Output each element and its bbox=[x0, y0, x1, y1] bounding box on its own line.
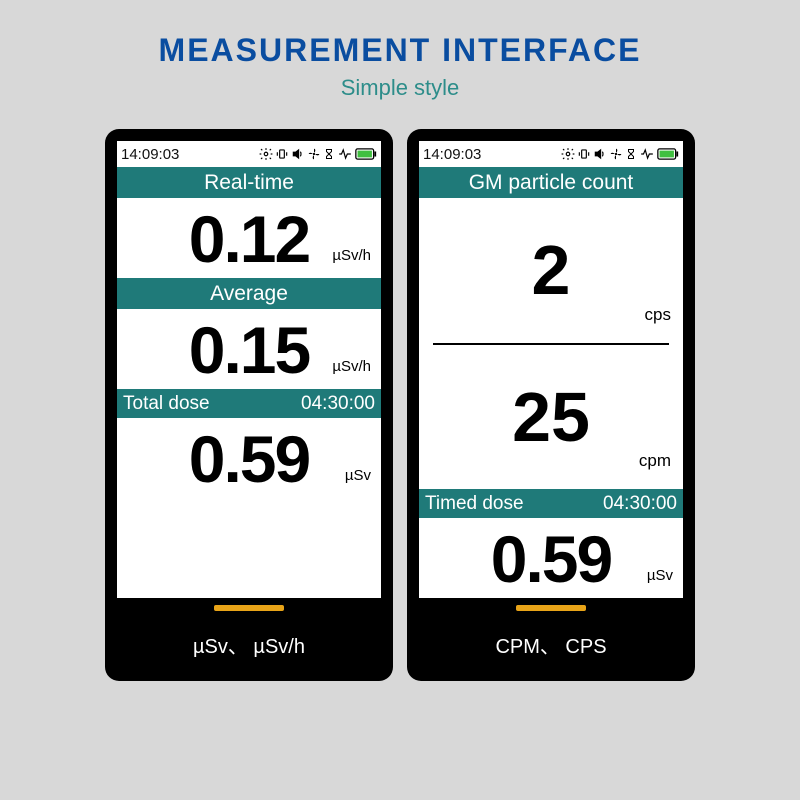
count-area: 2 cps 25 cpm bbox=[419, 198, 683, 489]
realtime-value: 0.12 bbox=[189, 206, 309, 272]
home-indicator[interactable] bbox=[516, 605, 586, 611]
home-bar bbox=[117, 604, 381, 612]
device-right: 14:09:03 GM particle count 2 cps bbox=[407, 129, 695, 681]
brightness-icon bbox=[561, 147, 575, 161]
totaldose-value-row: 0.59 µSv bbox=[117, 418, 381, 498]
timeddose-label: Timed dose bbox=[425, 493, 524, 515]
vibrate-icon bbox=[577, 147, 591, 161]
battery-icon bbox=[657, 148, 679, 160]
status-icons bbox=[259, 147, 377, 161]
home-indicator[interactable] bbox=[214, 605, 284, 611]
totaldose-unit: µSv bbox=[345, 467, 371, 484]
clock-text: 14:09:03 bbox=[121, 146, 179, 163]
totaldose-band: Total dose 04:30:00 bbox=[117, 389, 381, 418]
timeddose-unit: µSv bbox=[647, 567, 673, 584]
page-subtitle: Simple style bbox=[0, 75, 800, 101]
cps-row: 2 cps bbox=[419, 198, 683, 343]
cps-value: 2 bbox=[532, 235, 571, 305]
sound-icon bbox=[291, 147, 305, 161]
vibrate-icon bbox=[275, 147, 289, 161]
pulse-icon bbox=[639, 147, 655, 161]
cpm-value: 25 bbox=[512, 382, 590, 452]
timeddose-value: 0.59 bbox=[491, 526, 611, 592]
devices-row: 14:09:03 Real-time 0.12 µSv/h Average 0 bbox=[0, 129, 800, 681]
home-bar bbox=[419, 604, 683, 612]
average-value-row: 0.15 µSv/h bbox=[117, 309, 381, 389]
screen-right: 14:09:03 GM particle count 2 cps bbox=[419, 141, 683, 598]
fan-icon bbox=[307, 147, 321, 161]
clock-text: 14:09:03 bbox=[423, 146, 481, 163]
realtime-label: Real-time bbox=[117, 167, 381, 198]
screen-left: 14:09:03 Real-time 0.12 µSv/h Average 0 bbox=[117, 141, 381, 598]
battery-icon bbox=[355, 148, 377, 160]
device-left: 14:09:03 Real-time 0.12 µSv/h Average 0 bbox=[105, 129, 393, 681]
timeddose-band: Timed dose 04:30:00 bbox=[419, 489, 683, 518]
sound-icon bbox=[593, 147, 607, 161]
realtime-unit: µSv/h bbox=[332, 247, 371, 264]
totaldose-label: Total dose bbox=[123, 393, 210, 415]
status-bar: 14:09:03 bbox=[117, 141, 381, 167]
device-left-label: µSv、 µSv/h bbox=[117, 612, 381, 669]
brightness-icon bbox=[259, 147, 273, 161]
average-unit: µSv/h bbox=[332, 358, 371, 375]
totaldose-timer: 04:30:00 bbox=[301, 393, 375, 415]
status-bar: 14:09:03 bbox=[419, 141, 683, 167]
gm-count-label: GM particle count bbox=[419, 167, 683, 198]
average-label: Average bbox=[117, 278, 381, 309]
cpm-unit: cpm bbox=[639, 451, 671, 471]
totaldose-value: 0.59 bbox=[189, 426, 309, 492]
fan-icon bbox=[609, 147, 623, 161]
average-value: 0.15 bbox=[189, 317, 309, 383]
cpm-row: 25 cpm bbox=[419, 345, 683, 490]
page-header: MEASUREMENT INTERFACE Simple style bbox=[0, 0, 800, 101]
status-icons bbox=[561, 147, 679, 161]
page-title: MEASUREMENT INTERFACE bbox=[0, 32, 800, 69]
hourglass-icon bbox=[323, 147, 335, 161]
cps-unit: cps bbox=[645, 305, 671, 325]
timeddose-value-row: 0.59 µSv bbox=[419, 518, 683, 598]
realtime-value-row: 0.12 µSv/h bbox=[117, 198, 381, 278]
pulse-icon bbox=[337, 147, 353, 161]
hourglass-icon bbox=[625, 147, 637, 161]
device-right-label: CPM、 CPS bbox=[419, 612, 683, 669]
timeddose-timer: 04:30:00 bbox=[603, 493, 677, 515]
